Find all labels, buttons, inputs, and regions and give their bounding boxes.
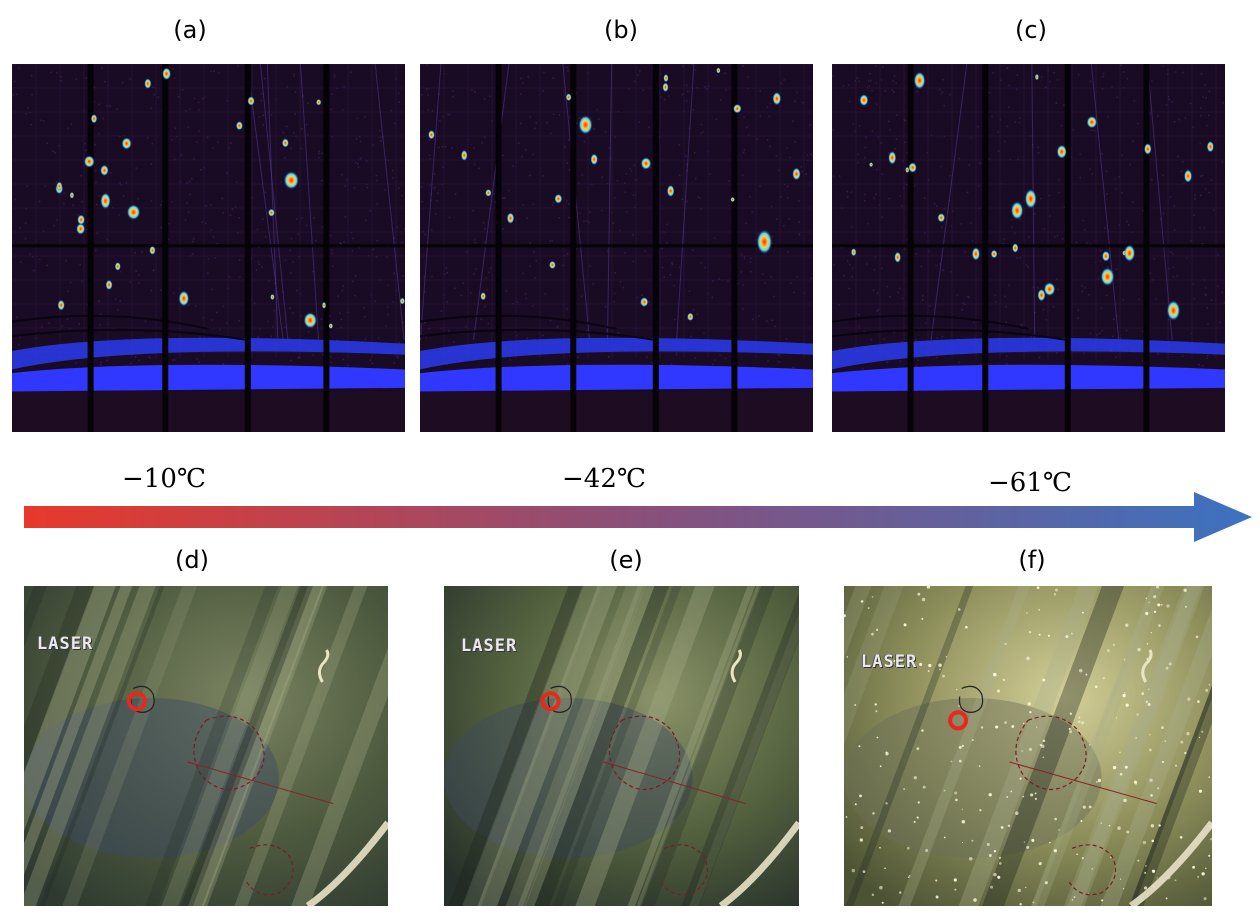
- laser-target-circle: [948, 710, 969, 731]
- laser-text: LASER: [861, 652, 918, 672]
- laser-text: LASER: [37, 634, 94, 654]
- temperature-label-mid: −42℃: [562, 464, 646, 494]
- panel-label-c: (c): [1015, 16, 1047, 44]
- laser-target-circle: [126, 691, 147, 712]
- diffraction-image-c: [832, 64, 1225, 432]
- panel-label-a: (a): [173, 16, 207, 44]
- laser-target-circle: [540, 691, 561, 712]
- diffraction-image-b: [420, 64, 813, 432]
- temperature-label-start: −10℃: [122, 464, 206, 494]
- panel-label-b: (b): [604, 16, 638, 44]
- microscope-photo-f: LASER: [844, 586, 1212, 906]
- panel-label-d: (d): [175, 546, 209, 574]
- panel-label-e: (e): [609, 546, 643, 574]
- diffraction-image-a: [12, 64, 405, 432]
- temperature-gradient-arrow: [24, 492, 1252, 542]
- temperature-label-end: −61℃: [988, 468, 1072, 498]
- laser-text: LASER: [461, 636, 518, 656]
- microscope-photo-d: LASER: [24, 586, 388, 906]
- microscope-photo-e: LASER: [444, 586, 799, 906]
- panel-label-f: (f): [1018, 546, 1046, 574]
